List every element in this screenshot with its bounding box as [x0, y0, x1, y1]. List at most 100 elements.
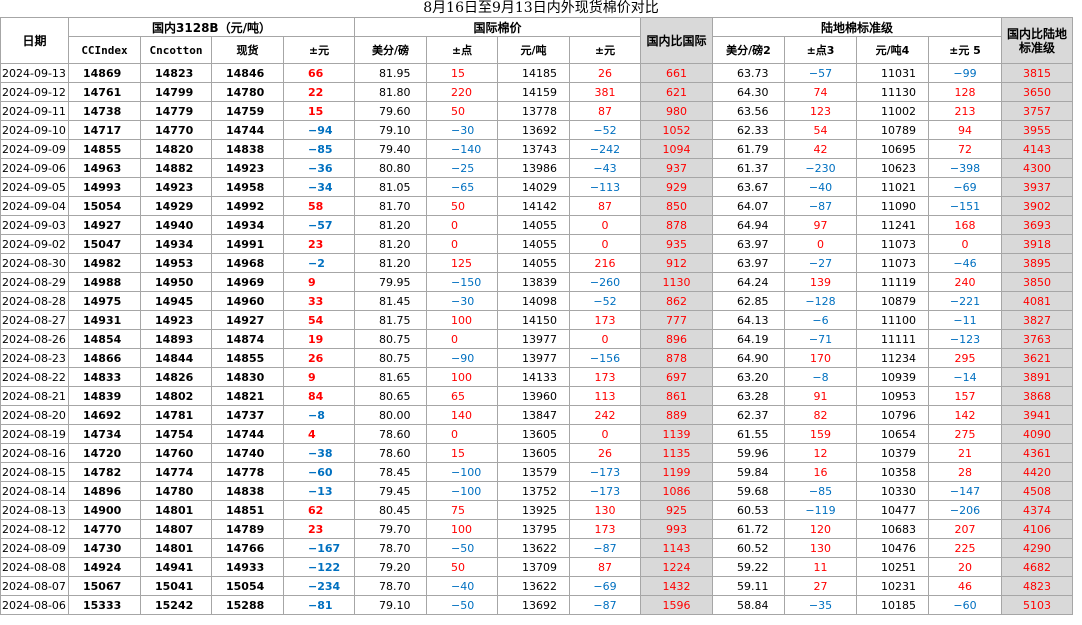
- cell-yuan-ton: 14133: [497, 367, 570, 387]
- table-row: 2024-08-08 14924 14941 14933 −122 79.20 50 1370…: [0, 557, 1073, 577]
- cell-change-points: 125: [426, 253, 498, 273]
- cell-cncotton: 14770: [140, 120, 212, 140]
- cell-spot: 14851: [211, 500, 284, 520]
- cell-cents-lb: 81.05: [354, 177, 427, 197]
- cell-ccindex: 14761: [68, 82, 141, 102]
- cell-change-domestic: −81: [283, 595, 355, 615]
- cell-change-domestic: −13: [283, 481, 355, 501]
- cell-change-points: −150: [426, 272, 498, 292]
- cell-spot: 14968: [211, 253, 284, 273]
- cell-cncotton: 14807: [140, 519, 212, 539]
- cell-date: 2024-09-10: [0, 120, 69, 140]
- cell-date: 2024-08-22: [0, 367, 69, 387]
- cell-change-domestic: 33: [283, 291, 355, 311]
- cell-change-domestic: 9: [283, 367, 355, 387]
- cell-cents-lb: 80.75: [354, 348, 427, 368]
- cell-spot: 14992: [211, 196, 284, 216]
- cell-change-points-land: −230: [784, 158, 857, 178]
- cell-change-points: 0: [426, 234, 498, 254]
- cell-yuan-ton-land: 10330: [856, 481, 929, 501]
- cell-change-domestic: −34: [283, 177, 355, 197]
- cell-compare-land: 3650: [1001, 82, 1073, 102]
- cell-cents-lb: 81.65: [354, 367, 427, 387]
- cell-change-land: 225: [928, 538, 1002, 558]
- cell-ccindex: 14720: [68, 443, 141, 463]
- cell-date: 2024-08-29: [0, 272, 69, 292]
- cell-change-intl: −52: [569, 291, 641, 311]
- cell-cncotton: 14779: [140, 101, 212, 121]
- cell-compare-land: 4143: [1001, 139, 1073, 159]
- cell-change-points: 50: [426, 196, 498, 216]
- cell-change-intl: 130: [569, 500, 641, 520]
- cell-cncotton: 14801: [140, 500, 212, 520]
- cell-cncotton: 14923: [140, 177, 212, 197]
- cell-cncotton: 14941: [140, 557, 212, 577]
- page-title: 8月16日至9月13日内外现货棉价对比: [423, 0, 659, 16]
- cell-change-points-land: 120: [784, 519, 857, 539]
- cell-compare-land: 4508: [1001, 481, 1073, 501]
- cell-compare-land: 3763: [1001, 329, 1073, 349]
- cell-cncotton: 14923: [140, 310, 212, 330]
- cell-yuan-ton: 13925: [497, 500, 570, 520]
- header-col: 美分/磅2: [712, 36, 785, 64]
- cell-compare-intl: 937: [640, 158, 713, 178]
- cell-yuan-ton: 14159: [497, 82, 570, 102]
- cell-cents-lb-land: 61.55: [712, 424, 785, 444]
- cell-change-domestic: 84: [283, 386, 355, 406]
- cell-compare-land: 3902: [1001, 196, 1073, 216]
- cell-yuan-ton-land: 11119: [856, 272, 929, 292]
- cell-spot: 14737: [211, 405, 284, 425]
- cell-change-intl: −69: [569, 576, 641, 596]
- cell-compare-land: 3757: [1001, 101, 1073, 121]
- table-row: 2024-08-16 14720 14760 14740 −38 78.60 15 13605…: [0, 443, 1073, 463]
- cell-change-points-land: −71: [784, 329, 857, 349]
- cell-change-points-land: 16: [784, 462, 857, 482]
- cell-ccindex: 14734: [68, 424, 141, 444]
- cell-yuan-ton: 13622: [497, 576, 570, 596]
- cell-cents-lb: 81.20: [354, 253, 427, 273]
- cell-cncotton: 14801: [140, 538, 212, 558]
- cell-compare-land: 3937: [1001, 177, 1073, 197]
- cell-cents-lb: 79.10: [354, 595, 427, 615]
- cell-change-intl: 0: [569, 424, 641, 444]
- cell-change-points: −40: [426, 576, 498, 596]
- cell-change-land: −147: [928, 481, 1002, 501]
- cell-yuan-ton-land: 10879: [856, 291, 929, 311]
- table-row: 2024-09-10 14717 14770 14744 −94 79.10 −30 1369…: [0, 120, 1073, 140]
- cell-cents-lb-land: 63.97: [712, 234, 785, 254]
- cell-yuan-ton-land: 11073: [856, 234, 929, 254]
- cell-change-intl: 87: [569, 101, 641, 121]
- cell-cents-lb: 79.60: [354, 101, 427, 121]
- header-group-intl: 国际棉价: [354, 17, 641, 37]
- cell-compare-land: 3895: [1001, 253, 1073, 273]
- cell-cents-lb-land: 64.07: [712, 196, 785, 216]
- cell-cents-lb: 80.65: [354, 386, 427, 406]
- cell-change-domestic: 58: [283, 196, 355, 216]
- cell-date: 2024-08-28: [0, 291, 69, 311]
- cell-cncotton: 14882: [140, 158, 212, 178]
- cell-spot: 14923: [211, 158, 284, 178]
- cell-compare-land: 4090: [1001, 424, 1073, 444]
- cell-compare-intl: 1094: [640, 139, 713, 159]
- cell-change-intl: 216: [569, 253, 641, 273]
- table-row: 2024-08-27 14931 14923 14927 54 81.75 100 14150…: [0, 310, 1073, 330]
- cell-spot: 15054: [211, 576, 284, 596]
- cell-change-land: −99: [928, 63, 1002, 83]
- cell-cncotton: 14945: [140, 291, 212, 311]
- cell-yuan-ton: 14142: [497, 196, 570, 216]
- cell-date: 2024-09-04: [0, 196, 69, 216]
- cell-cncotton: 14754: [140, 424, 212, 444]
- cell-change-domestic: −167: [283, 538, 355, 558]
- cell-change-points-land: 0: [784, 234, 857, 254]
- cell-cents-lb: 78.60: [354, 443, 427, 463]
- cell-yuan-ton-land: 11130: [856, 82, 929, 102]
- cell-cents-lb: 80.80: [354, 158, 427, 178]
- cell-compare-intl: 621: [640, 82, 713, 102]
- cell-yuan-ton-land: 11100: [856, 310, 929, 330]
- cell-date: 2024-09-02: [0, 234, 69, 254]
- cell-change-points-land: 74: [784, 82, 857, 102]
- cell-compare-land: 3868: [1001, 386, 1073, 406]
- cell-cents-lb: 81.45: [354, 291, 427, 311]
- cell-compare-intl: 1130: [640, 272, 713, 292]
- cell-change-domestic: −57: [283, 215, 355, 235]
